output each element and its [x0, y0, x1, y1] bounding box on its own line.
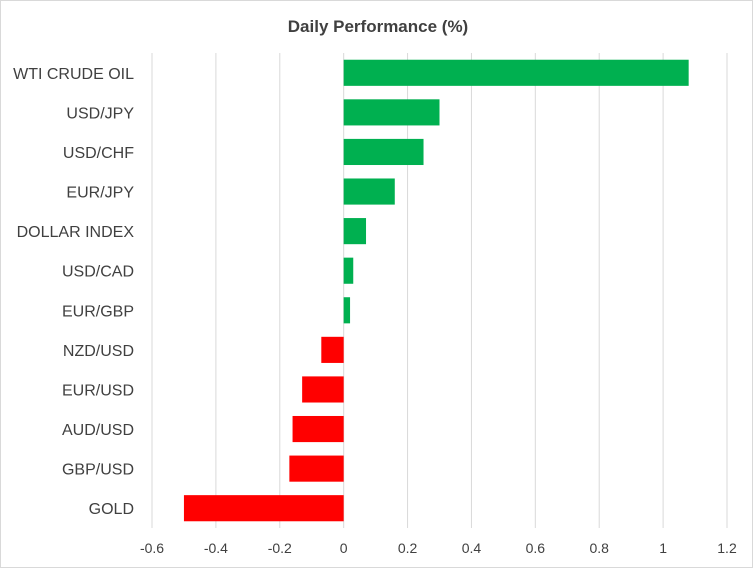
x-tick-label: 1.2: [717, 540, 737, 556]
x-tick-label: 0.4: [462, 540, 482, 556]
category-label: WTI CRUDE OIL: [13, 66, 134, 83]
bars: [183, 59, 689, 522]
bar: [343, 59, 689, 86]
category-label: USD/CAD: [62, 264, 134, 281]
gridlines: [151, 53, 728, 528]
category-label: GBP/USD: [62, 462, 134, 479]
category-label: DOLLAR INDEX: [17, 224, 135, 241]
x-tick-label: 0: [340, 540, 348, 556]
category-labels: WTI CRUDE OIL USD/JPY USD/CHF EUR/JPY DOLLAR…: [13, 66, 134, 518]
bar: [343, 297, 351, 324]
bar: [289, 455, 344, 482]
bar: [343, 218, 367, 245]
bar: [321, 336, 344, 363]
x-axis-tick-labels: -0.6 -0.4 -0.2 0 0.2 0.4 0.6 0.8 1 1.2: [140, 540, 737, 556]
bar: [343, 99, 440, 126]
x-tick-label: -0.2: [268, 540, 292, 556]
bar: [343, 257, 354, 284]
bar: [343, 138, 424, 166]
category-label: AUD/USD: [62, 422, 134, 439]
x-tick-label: 0.2: [398, 540, 418, 556]
category-label: USD/JPY: [66, 105, 134, 122]
x-tick-label: 0.6: [526, 540, 546, 556]
category-label: EUR/GBP: [62, 303, 134, 320]
category-label: GOLD: [89, 501, 134, 518]
category-label: NZD/USD: [63, 343, 134, 360]
bar: [292, 415, 344, 443]
x-tick-label: -0.4: [204, 540, 228, 556]
chart-title: Daily Performance (%): [288, 17, 468, 36]
x-tick-label: -0.6: [140, 540, 164, 556]
x-tick-label: 1: [659, 540, 667, 556]
bar: [343, 178, 395, 205]
bar: [183, 495, 344, 522]
bar: [302, 376, 344, 403]
category-label: EUR/JPY: [66, 185, 134, 202]
category-label: EUR/USD: [62, 382, 134, 399]
x-tick-label: 0.8: [589, 540, 609, 556]
category-label: USD/CHF: [63, 145, 134, 162]
